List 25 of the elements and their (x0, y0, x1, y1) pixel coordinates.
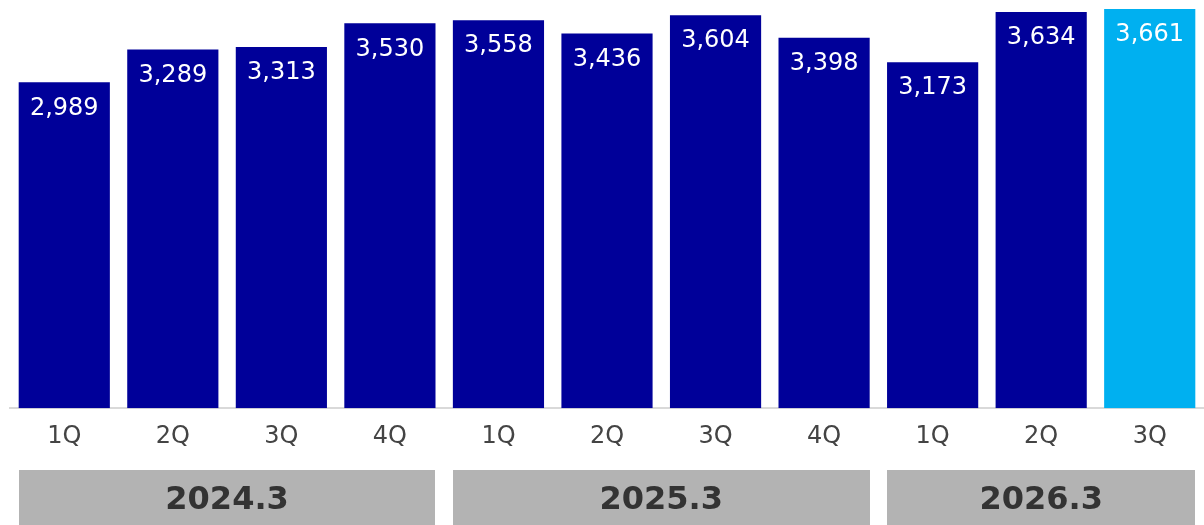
x-tick-label: 2Q (589, 420, 625, 449)
x-tick-label: 3Q (1132, 420, 1167, 449)
x-tick-label: 3Q (698, 420, 733, 449)
data-label: 3,436 (572, 43, 642, 72)
x-tick-label: 1Q (915, 420, 950, 449)
text: 2025.3 (452, 470, 870, 525)
x-tick-label: 1Q (47, 420, 82, 449)
data-label: 3,634 (1006, 22, 1076, 51)
x-tick-label: 4Q (372, 420, 407, 449)
text: 2024.3 (18, 470, 436, 525)
data-label: 3,604 (681, 25, 750, 54)
data-label: 2,989 (29, 92, 99, 121)
data-label: 3,661 (1115, 19, 1185, 48)
x-tick-label: 2Q (155, 420, 190, 449)
x-tick-label: 2Q (1024, 420, 1059, 449)
text: 2026.3 (887, 470, 1196, 525)
x-tick-label: 1Q (481, 420, 516, 449)
data-label: 3,173 (898, 72, 967, 101)
x-tick-label: 4Q (807, 420, 842, 449)
data-label: 3,558 (464, 30, 533, 59)
data-label: 3,398 (789, 47, 859, 76)
data-label: 3,313 (247, 57, 316, 86)
data-label: 3,289 (138, 59, 208, 88)
data-label: 3,530 (355, 33, 425, 62)
x-tick-label: 3Q (264, 420, 299, 449)
